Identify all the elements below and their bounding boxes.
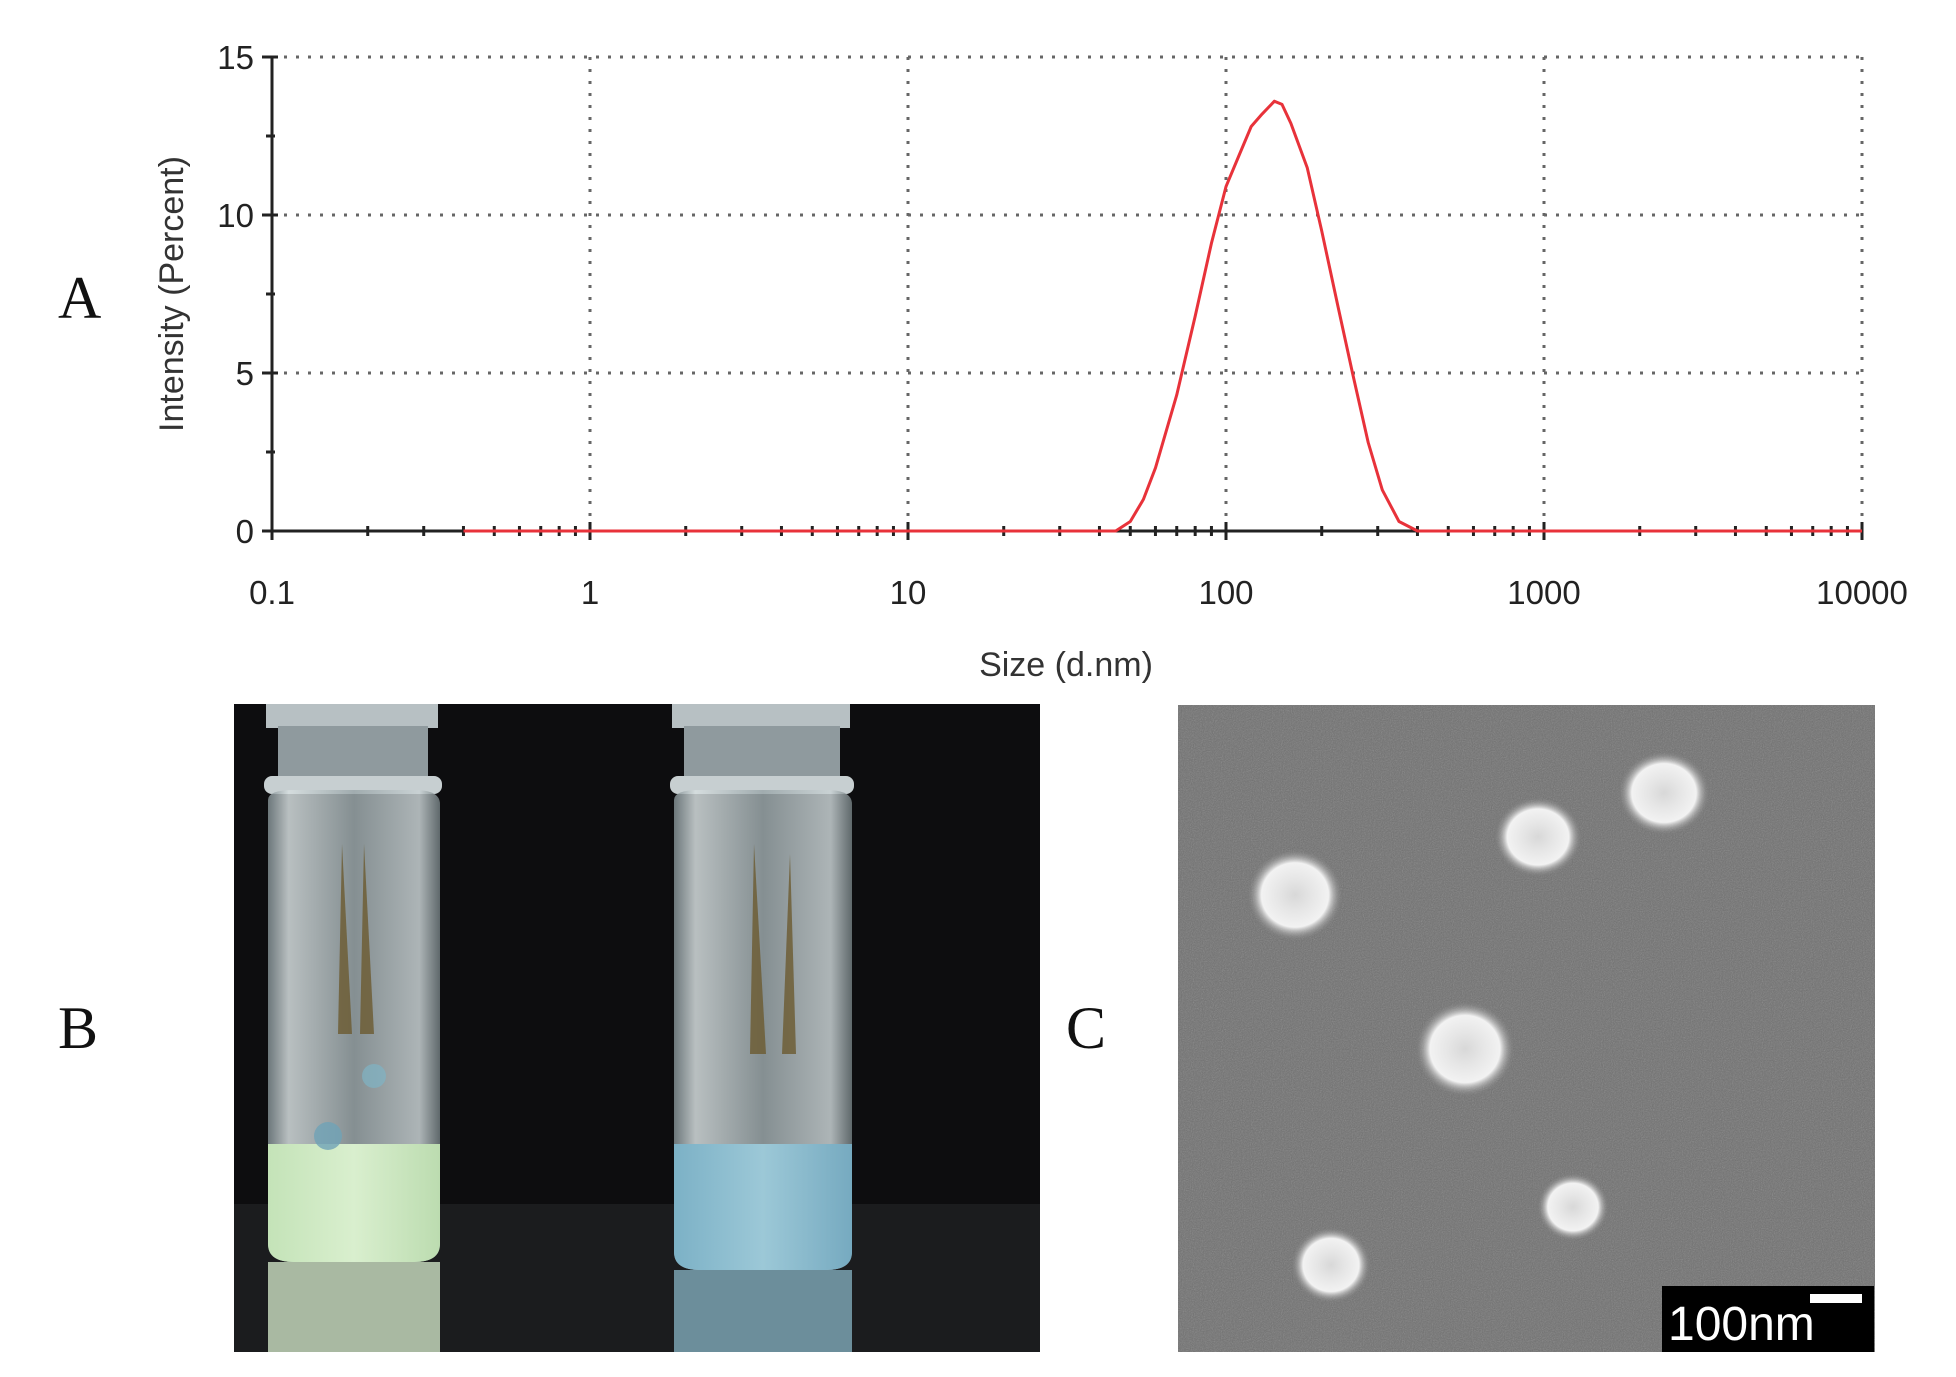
x-tick-labels: 0.1 1 10 100 1000 10000 (249, 574, 1908, 611)
tem-micrograph (1178, 705, 1875, 1352)
series-line-intensity (463, 99, 1862, 533)
x-tick-label: 10000 (1816, 574, 1908, 611)
size-distribution-chart: 0.1 1 10 100 1000 10000 0 5 10 15 Size (d.nm) In… (153, 39, 1908, 684)
vials-photo (234, 704, 1040, 1352)
x-tick-label: 0.1 (249, 574, 295, 611)
vial-green (264, 704, 442, 1352)
chart-minor-ticks (262, 55, 1864, 540)
panel-label-a: A (58, 265, 102, 331)
x-tick-label: 1000 (1507, 574, 1580, 611)
y-tick-labels: 0 5 10 15 (217, 39, 254, 550)
scale-bar-line (1810, 1294, 1862, 1303)
chart-series (463, 99, 1862, 533)
particle-1 (1247, 849, 1343, 941)
particle-5 (1537, 1173, 1609, 1241)
y-tick-label: 0 (236, 513, 254, 550)
y-tick-label: 5 (236, 355, 254, 392)
y-tick-label: 10 (217, 197, 254, 234)
x-tick-label: 10 (890, 574, 927, 611)
y-tick-label: 15 (217, 39, 254, 76)
panel-label-b: B (58, 995, 99, 1061)
chart-grid (272, 55, 1864, 531)
particle-4 (1415, 1001, 1515, 1097)
x-axis-title: Size (d.nm) (979, 646, 1153, 684)
vial-blue (670, 704, 854, 1352)
y-axis-title: Intensity (Percent) (153, 156, 191, 432)
x-tick-label: 100 (1198, 574, 1253, 611)
particle-6 (1291, 1227, 1371, 1303)
x-tick-label: 1 (581, 574, 599, 611)
particle-3 (1618, 751, 1710, 835)
scale-bar: 100nm (1662, 1286, 1874, 1352)
particle-2 (1494, 797, 1582, 877)
scale-bar-label: 100nm (1668, 1298, 1815, 1351)
panel-label-c: C (1066, 995, 1107, 1061)
